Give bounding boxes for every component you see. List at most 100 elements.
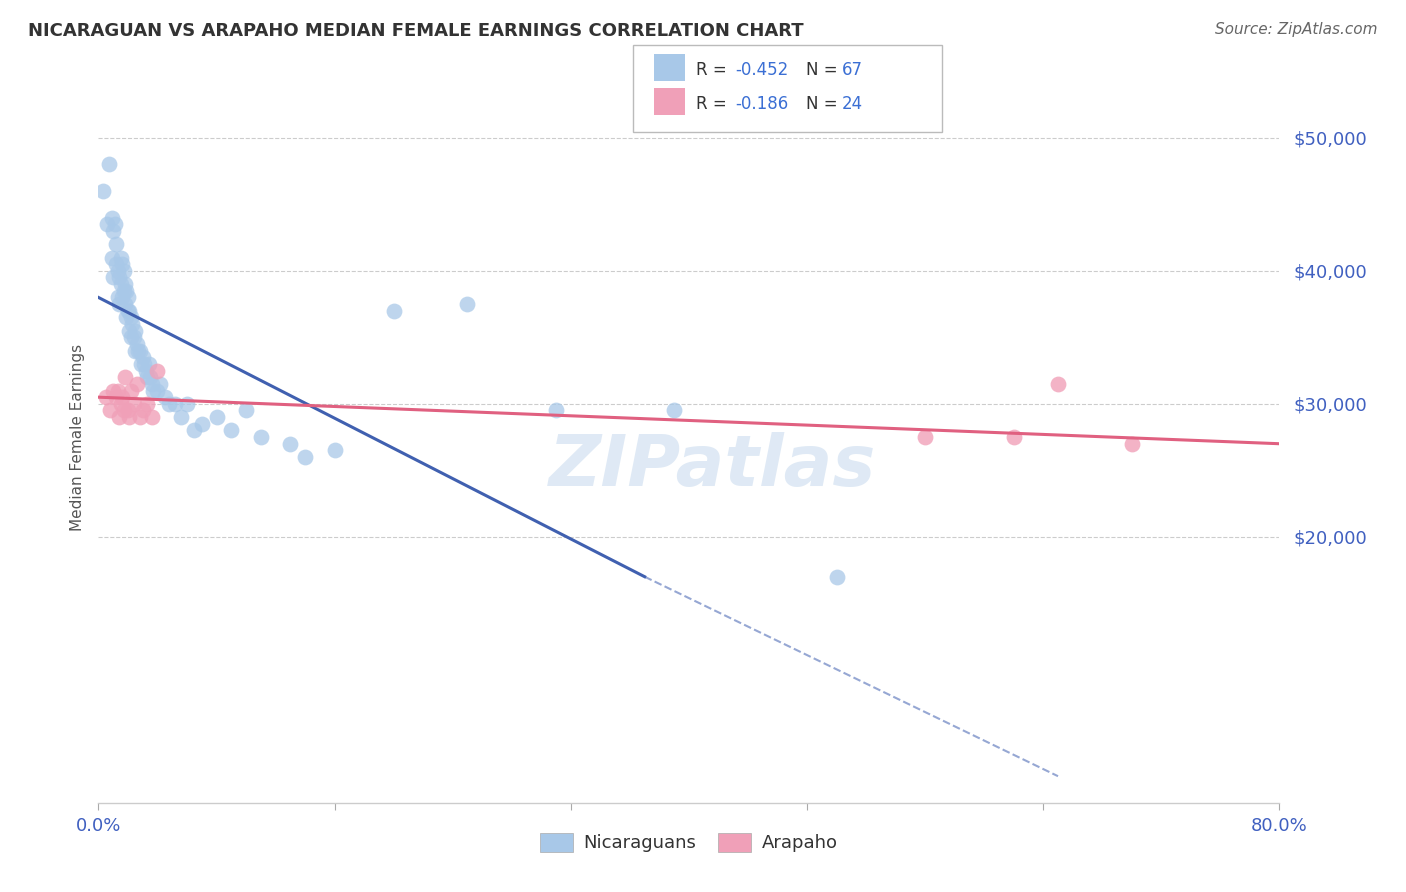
- Point: [323, 443, 346, 458]
- Point: [120, 384, 142, 398]
- Text: ZIPatlas: ZIPatlas: [548, 432, 876, 500]
- Point: [125, 337, 148, 351]
- Point: [141, 410, 163, 425]
- Point: [107, 384, 129, 398]
- Point: [914, 430, 936, 444]
- Point: [546, 403, 568, 417]
- Point: [382, 303, 405, 318]
- Point: [122, 330, 145, 344]
- Text: Source: ZipAtlas.com: Source: ZipAtlas.com: [1215, 22, 1378, 37]
- Point: [91, 184, 114, 198]
- Point: [97, 157, 120, 171]
- Point: [108, 410, 131, 425]
- Point: [103, 270, 125, 285]
- Y-axis label: Median Female Earnings: Median Female Earnings: [69, 343, 84, 531]
- Text: N =: N =: [806, 62, 842, 79]
- Point: [100, 211, 122, 225]
- Point: [112, 284, 135, 298]
- Point: [132, 403, 155, 417]
- Point: [294, 450, 316, 464]
- Point: [111, 390, 134, 404]
- Text: 24: 24: [842, 95, 863, 113]
- Text: 67: 67: [842, 62, 863, 79]
- Point: [142, 384, 165, 398]
- Point: [103, 224, 125, 238]
- Point: [124, 343, 146, 358]
- Point: [136, 397, 159, 411]
- Point: [115, 310, 138, 325]
- Text: NICARAGUAN VS ARAPAHO MEDIAN FEMALE EARNINGS CORRELATION CHART: NICARAGUAN VS ARAPAHO MEDIAN FEMALE EARN…: [28, 22, 804, 40]
- Point: [118, 410, 141, 425]
- Point: [134, 357, 156, 371]
- Point: [141, 376, 163, 391]
- Point: [1046, 376, 1070, 391]
- Point: [96, 217, 118, 231]
- Point: [103, 384, 125, 398]
- Point: [124, 324, 146, 338]
- Point: [125, 376, 148, 391]
- Point: [135, 363, 157, 377]
- Point: [107, 290, 129, 304]
- Point: [128, 410, 150, 425]
- Point: [107, 264, 129, 278]
- Point: [117, 303, 139, 318]
- Point: [128, 343, 150, 358]
- Point: [105, 237, 128, 252]
- Point: [1121, 436, 1143, 450]
- Point: [117, 290, 139, 304]
- Point: [250, 430, 273, 444]
- Point: [104, 217, 127, 231]
- Point: [205, 410, 228, 425]
- Point: [129, 357, 152, 371]
- Point: [111, 290, 134, 304]
- Point: [165, 397, 187, 411]
- Point: [149, 376, 172, 391]
- Point: [105, 390, 128, 404]
- Point: [100, 251, 122, 265]
- Point: [118, 324, 141, 338]
- Point: [120, 330, 142, 344]
- Point: [105, 257, 128, 271]
- Point: [108, 297, 131, 311]
- Point: [111, 257, 134, 271]
- Point: [110, 277, 132, 292]
- Point: [132, 351, 155, 365]
- Point: [114, 370, 136, 384]
- Point: [108, 270, 131, 285]
- Point: [121, 317, 143, 331]
- Point: [191, 417, 214, 431]
- Point: [664, 403, 686, 417]
- Point: [115, 284, 138, 298]
- Point: [120, 310, 142, 325]
- Point: [114, 297, 136, 311]
- Point: [280, 436, 302, 450]
- Legend: Nicaraguans, Arapaho: Nicaraguans, Arapaho: [533, 826, 845, 860]
- Point: [112, 403, 135, 417]
- Point: [221, 424, 243, 438]
- Text: -0.186: -0.186: [735, 95, 789, 113]
- Text: N =: N =: [806, 95, 842, 113]
- Point: [122, 397, 145, 411]
- Point: [136, 370, 159, 384]
- Text: -0.452: -0.452: [735, 62, 789, 79]
- Point: [157, 397, 180, 411]
- Point: [235, 403, 257, 417]
- Point: [139, 370, 162, 384]
- Point: [117, 403, 139, 417]
- Point: [98, 403, 121, 417]
- Point: [146, 384, 169, 398]
- Point: [1002, 430, 1025, 444]
- Point: [112, 264, 135, 278]
- Point: [170, 410, 193, 425]
- Point: [138, 357, 160, 371]
- Point: [94, 390, 117, 404]
- Text: R =: R =: [696, 62, 733, 79]
- Point: [114, 277, 136, 292]
- Point: [146, 363, 169, 377]
- Point: [183, 424, 205, 438]
- Point: [110, 251, 132, 265]
- Point: [118, 303, 141, 318]
- Point: [176, 397, 198, 411]
- Point: [110, 397, 132, 411]
- Point: [457, 297, 479, 311]
